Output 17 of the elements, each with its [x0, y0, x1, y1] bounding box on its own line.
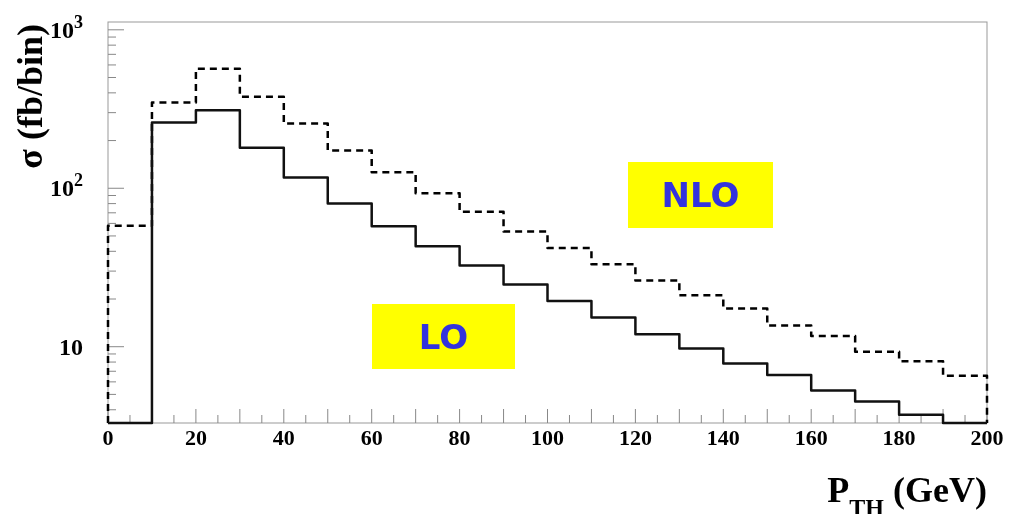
x-tick-label: 200: [970, 425, 1004, 450]
annotation: LO: [418, 316, 469, 357]
x-tick-label: 180: [882, 425, 916, 450]
y-axis-title: σ (fb/bin): [10, 24, 50, 169]
y-tick-label: 10$^{3}$: [50, 11, 83, 43]
annotation: NLO: [661, 175, 740, 215]
x-tick-label: 0: [102, 425, 114, 450]
x-tick-label: 40: [272, 425, 295, 450]
x-tick-label: 60: [360, 425, 383, 450]
x-tick-label: 80: [448, 425, 471, 450]
x-tick-label: 140: [706, 425, 740, 450]
y-tick-label: 10: [59, 333, 83, 360]
x-tick-label: 120: [618, 425, 652, 450]
y-tick-label: 10$^{2}$: [50, 170, 83, 202]
x-tick-label: 160: [794, 425, 828, 450]
x-tick-label: 20: [184, 425, 207, 450]
x-tick-label: 100: [531, 425, 564, 450]
